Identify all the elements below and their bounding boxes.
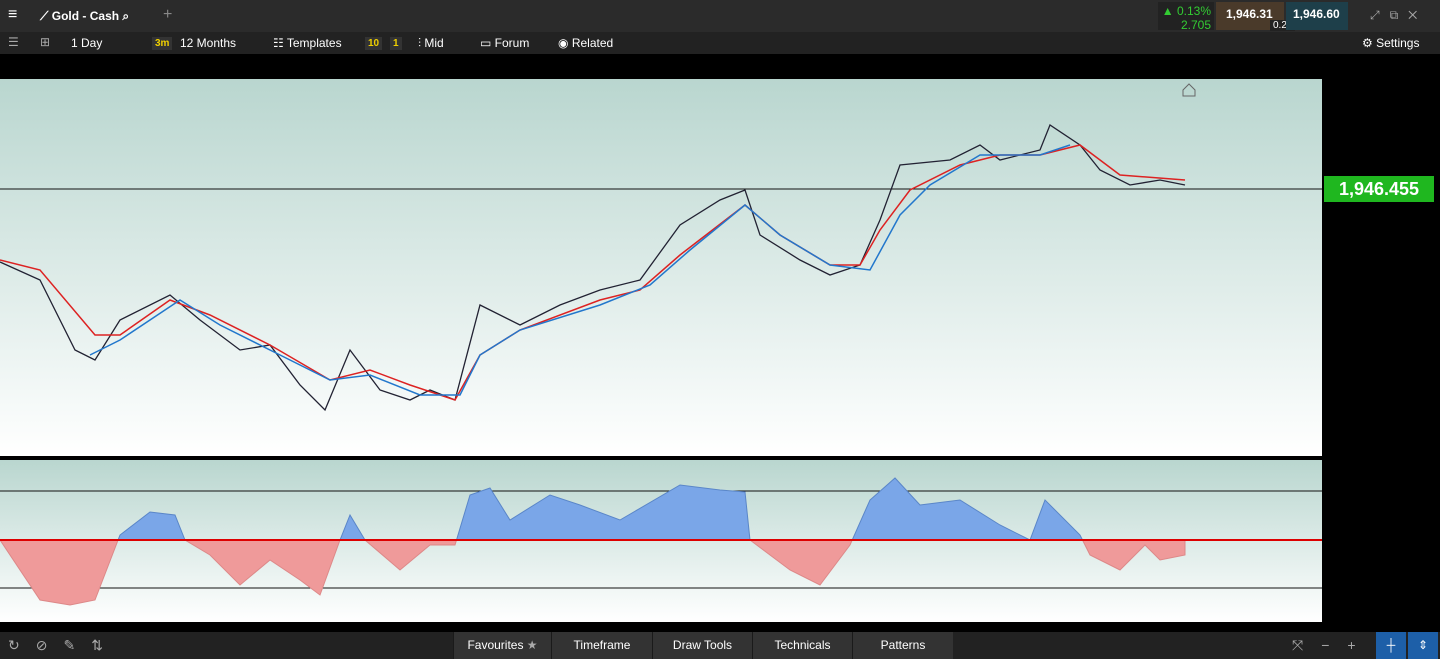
- upper-band: [0, 144, 1186, 401]
- ask-box[interactable]: 1,946.60: [1286, 2, 1348, 30]
- lower-band: [89, 144, 1071, 396]
- templates-label: Templates: [286, 36, 342, 50]
- interval[interactable]: 1 Day: [71, 36, 103, 50]
- settings-label: Settings: [1376, 36, 1420, 50]
- zoom-controls[interactable]: ⤧−+: [1292, 637, 1374, 653]
- crosshair[interactable]: ┼: [1376, 632, 1406, 659]
- footer: ↻⊘✎⇅ Favourites ★ Timeframe Draw Tools Tech…: [0, 632, 1440, 659]
- footer-tab[interactable]: Timeframe: [551, 632, 652, 659]
- bid: 1,946.31: [1226, 7, 1273, 21]
- change-value: 2.705: [1180, 18, 1211, 32]
- instrument-name: Gold - Cash: [51, 9, 120, 23]
- spread: 0.29: [1270, 20, 1296, 31]
- forum[interactable]: ▭ Forum: [480, 36, 530, 50]
- instrument[interactable]: ⟋ Gold - Cash ⌕: [40, 9, 130, 23]
- footer-tab[interactable]: Draw Tools: [652, 632, 752, 659]
- badge-1: 1: [390, 37, 402, 50]
- bid-box[interactable]: 1,946.31: [1216, 2, 1284, 30]
- favourite-star: ★: [523, 638, 538, 652]
- price-label-box: [1324, 176, 1434, 202]
- footer-tab[interactable]: Favourites ★: [453, 632, 551, 659]
- footer-tab[interactable]: Patterns: [852, 632, 953, 659]
- footer-tools[interactable]: ↻⊘✎⇅: [8, 637, 119, 653]
- badge-10: 10: [365, 37, 383, 50]
- footer-tab[interactable]: Technicals: [752, 632, 852, 659]
- templates[interactable]: ☷ Templates: [273, 36, 342, 50]
- ask: 1,946.60: [1293, 7, 1340, 21]
- related[interactable]: ◉ Related: [558, 36, 614, 50]
- vertical-cursor[interactable]: ⇕: [1408, 632, 1438, 659]
- window-controls[interactable]: ⤢⧉✕: [1370, 8, 1428, 22]
- forum-label: Forum: [494, 36, 530, 50]
- toolbar: ☰ ⊞ 1 Day 3m 12 Months ☷ Templates 10 1 …: [0, 32, 1440, 54]
- top-bar: ≡ ⟋ Gold - Cash ⌕ + ▲ 0.13% 2.705 1,946.…: [0, 0, 1440, 32]
- price-pane: [0, 79, 1322, 456]
- change-pct-value: 0.13%: [1176, 4, 1211, 18]
- price-mode-label: Mid: [424, 36, 444, 50]
- list-icon[interactable]: ☰: [8, 35, 19, 49]
- price-mode[interactable]: ⫶ Mid: [418, 36, 444, 50]
- change-pct: ▲ 0.13%: [1161, 4, 1211, 18]
- layout-icon[interactable]: ⊞: [40, 35, 51, 49]
- current-price: 1,946.455: [1339, 179, 1419, 199]
- oscillator: [0, 477, 1186, 606]
- change-box: ▲ 0.13% 2.705: [1158, 2, 1214, 32]
- range[interactable]: 12 Months: [180, 36, 237, 50]
- chart: 1,946.455: [0, 79, 1434, 622]
- marker: [1182, 83, 1196, 97]
- range-badge: 3m: [152, 37, 173, 50]
- add-tab[interactable]: +: [163, 6, 173, 23]
- settings[interactable]: ⚙ Settings: [1362, 36, 1420, 50]
- related-label: Related: [571, 36, 614, 50]
- menu-icon[interactable]: ≡: [8, 6, 18, 23]
